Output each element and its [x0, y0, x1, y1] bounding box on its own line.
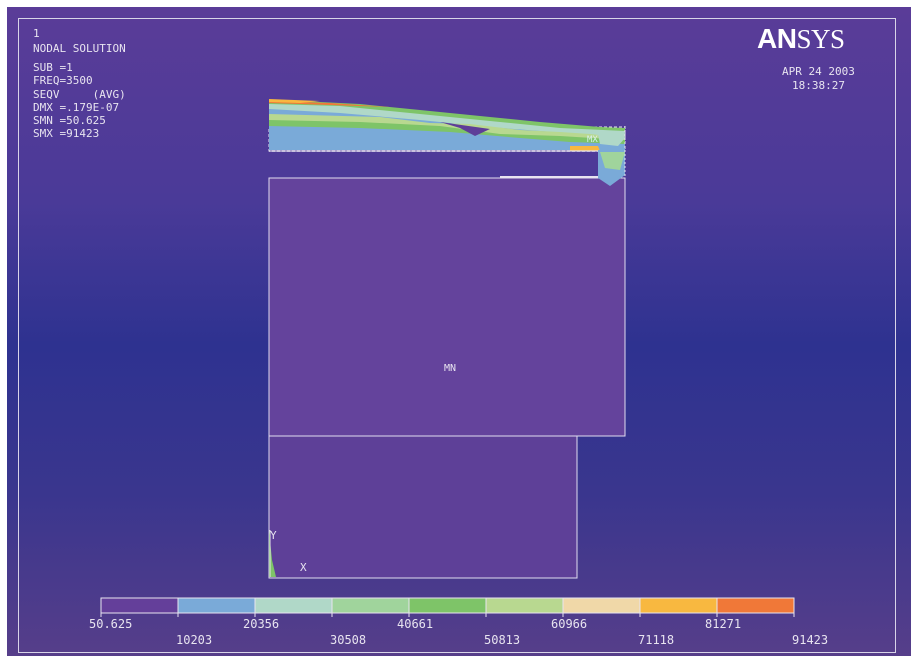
logo-bold: AN	[757, 23, 797, 54]
legend-level-label: 20356	[243, 617, 280, 631]
legend-level-label: 30508	[330, 633, 367, 647]
ansys-logo: ANSYS	[757, 23, 845, 55]
plot-title: NODAL SOLUTION	[33, 42, 126, 55]
max-marker: MX	[587, 135, 598, 145]
window-number: 1	[33, 27, 40, 40]
info-line: SMN =50.625	[33, 114, 106, 128]
legend-level-label: 10203	[176, 633, 213, 647]
stress-contour	[269, 99, 625, 186]
main-block	[268, 177, 626, 437]
axis-triad	[269, 530, 276, 577]
legend-level-label: 60966	[551, 617, 588, 631]
plot-date: APR 24 2003	[782, 65, 855, 78]
axis-y-label: Y	[270, 529, 277, 542]
info-line: FREQ=3500	[33, 74, 93, 88]
legend-level-label: 71118	[638, 633, 675, 647]
plot-time: 18:38:27	[792, 79, 845, 92]
info-block: NODAL SOLUTION SUB =1 FREQ=3500 SEQV (AV…	[33, 42, 126, 140]
axis-x-label: X	[300, 561, 307, 574]
legend-level-label: 40661	[397, 617, 434, 631]
legend-level-label: 50.625	[89, 617, 133, 631]
info-line: DMX =.179E-07	[33, 100, 120, 114]
legend-level-label: 91423	[792, 633, 829, 647]
logo-light: SYS	[796, 24, 845, 54]
legend-level-label: 50813	[484, 633, 521, 647]
legend-level-label: 81271	[705, 617, 742, 631]
info-line: SEQV (AVG)	[33, 87, 126, 101]
min-marker: MN	[444, 363, 457, 374]
lower-block	[268, 435, 578, 579]
info-line: SMX =91423	[33, 127, 100, 141]
info-line: SUB =1	[33, 61, 73, 75]
